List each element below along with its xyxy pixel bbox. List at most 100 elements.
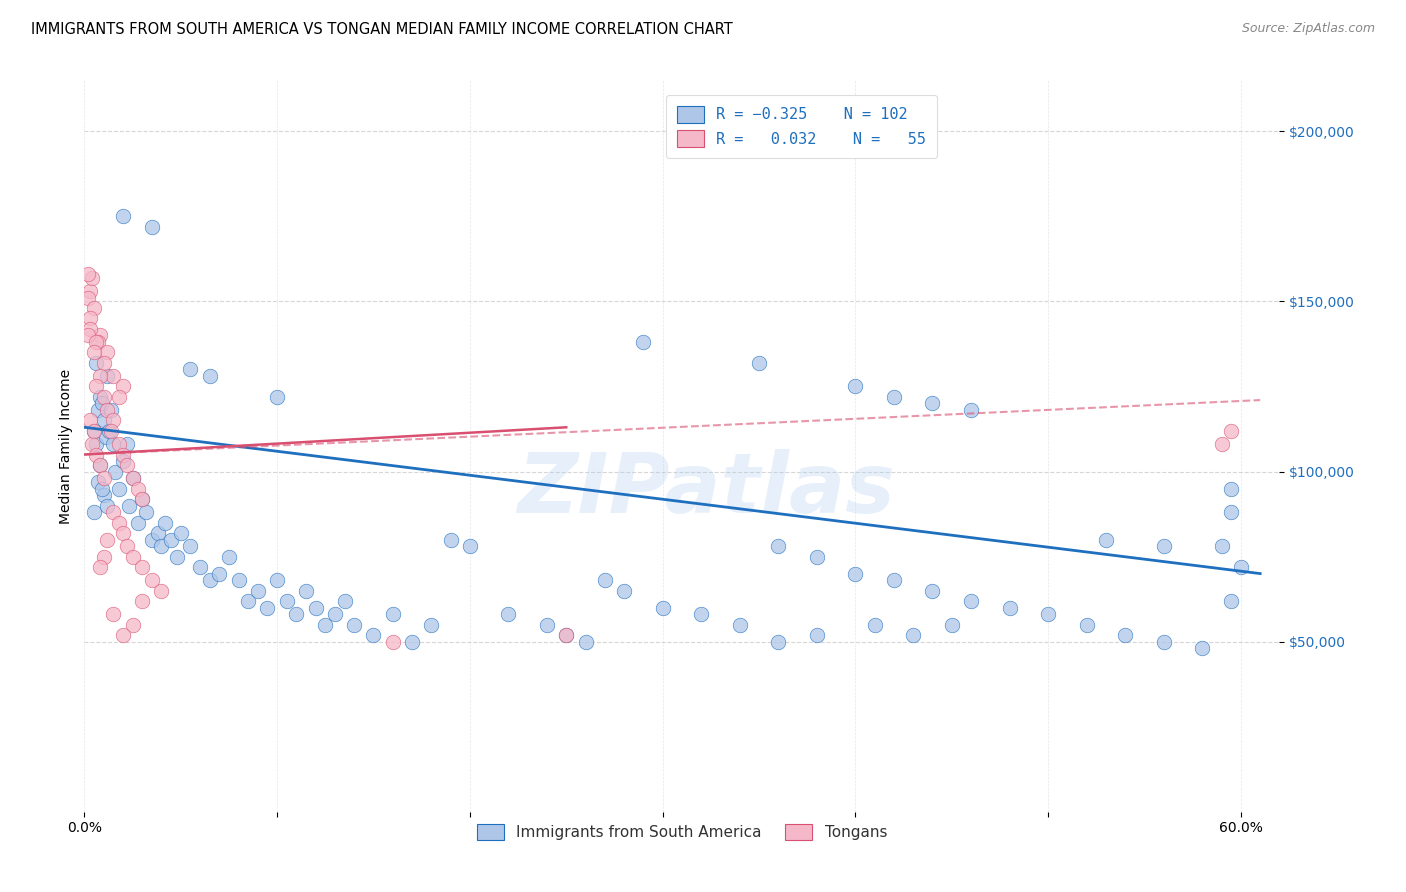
Point bbox=[998, 600, 1021, 615]
Point bbox=[593, 574, 616, 588]
Point bbox=[111, 454, 134, 468]
Point bbox=[314, 617, 336, 632]
Point bbox=[80, 270, 103, 285]
Point bbox=[363, 628, 385, 642]
Point bbox=[166, 549, 188, 564]
Point bbox=[420, 617, 443, 632]
Point bbox=[89, 369, 111, 384]
Point bbox=[98, 424, 121, 438]
Point bbox=[83, 345, 105, 359]
Point bbox=[883, 390, 905, 404]
Point bbox=[141, 574, 163, 588]
Text: Source: ZipAtlas.com: Source: ZipAtlas.com bbox=[1241, 22, 1375, 36]
Point bbox=[748, 356, 770, 370]
Point bbox=[93, 488, 115, 502]
Point bbox=[87, 335, 110, 350]
Point bbox=[536, 617, 558, 632]
Point bbox=[323, 607, 346, 622]
Point bbox=[96, 403, 118, 417]
Point bbox=[903, 628, 925, 642]
Point bbox=[111, 525, 134, 540]
Point bbox=[84, 335, 107, 350]
Point bbox=[111, 379, 134, 393]
Point bbox=[108, 437, 131, 451]
Point bbox=[84, 379, 107, 393]
Point bbox=[266, 390, 288, 404]
Point bbox=[228, 574, 250, 588]
Point bbox=[960, 403, 983, 417]
Point bbox=[103, 607, 125, 622]
Point bbox=[103, 437, 125, 451]
Point bbox=[100, 403, 122, 417]
Point bbox=[1211, 540, 1233, 554]
Point bbox=[131, 559, 153, 574]
Point bbox=[381, 634, 404, 648]
Point bbox=[863, 617, 886, 632]
Point bbox=[1230, 559, 1253, 574]
Point bbox=[1220, 505, 1243, 519]
Point bbox=[613, 583, 636, 598]
Point bbox=[93, 471, 115, 485]
Point bbox=[439, 533, 461, 547]
Text: IMMIGRANTS FROM SOUTH AMERICA VS TONGAN MEDIAN FAMILY INCOME CORRELATION CHART: IMMIGRANTS FROM SOUTH AMERICA VS TONGAN … bbox=[31, 22, 733, 37]
Point bbox=[127, 516, 149, 530]
Point bbox=[844, 379, 866, 393]
Point bbox=[104, 465, 127, 479]
Point bbox=[96, 369, 118, 384]
Point bbox=[198, 369, 221, 384]
Point bbox=[96, 345, 118, 359]
Point bbox=[121, 471, 143, 485]
Point bbox=[343, 617, 366, 632]
Point bbox=[108, 482, 131, 496]
Point bbox=[93, 356, 115, 370]
Point bbox=[121, 471, 143, 485]
Point bbox=[77, 267, 100, 281]
Point bbox=[806, 628, 828, 642]
Point bbox=[1036, 607, 1059, 622]
Point bbox=[89, 328, 111, 343]
Point bbox=[108, 516, 131, 530]
Point bbox=[96, 499, 118, 513]
Point bbox=[728, 617, 751, 632]
Point bbox=[100, 424, 122, 438]
Point bbox=[127, 482, 149, 496]
Point bbox=[179, 362, 201, 376]
Point bbox=[1095, 533, 1118, 547]
Point bbox=[93, 390, 115, 404]
Point bbox=[1153, 634, 1175, 648]
Point bbox=[79, 321, 101, 335]
Point bbox=[115, 540, 138, 554]
Point bbox=[94, 430, 117, 444]
Point bbox=[768, 634, 790, 648]
Point bbox=[768, 540, 790, 554]
Point bbox=[111, 628, 134, 642]
Point bbox=[170, 525, 193, 540]
Point bbox=[188, 559, 211, 574]
Point bbox=[960, 594, 983, 608]
Point bbox=[131, 594, 153, 608]
Point bbox=[79, 413, 101, 427]
Point bbox=[401, 634, 423, 648]
Point bbox=[141, 219, 163, 234]
Point bbox=[1076, 617, 1098, 632]
Point bbox=[555, 628, 578, 642]
Point bbox=[87, 403, 110, 417]
Point bbox=[135, 505, 157, 519]
Point bbox=[103, 505, 125, 519]
Point bbox=[89, 559, 111, 574]
Point bbox=[574, 634, 596, 648]
Point bbox=[921, 583, 943, 598]
Point bbox=[93, 413, 115, 427]
Point bbox=[84, 448, 107, 462]
Point bbox=[87, 475, 110, 489]
Point bbox=[238, 594, 260, 608]
Point bbox=[690, 607, 713, 622]
Point bbox=[77, 291, 100, 305]
Point bbox=[89, 458, 111, 472]
Point bbox=[883, 574, 905, 588]
Point bbox=[333, 594, 356, 608]
Point bbox=[121, 617, 143, 632]
Text: ZIPatlas: ZIPatlas bbox=[517, 450, 894, 531]
Point bbox=[651, 600, 673, 615]
Point bbox=[84, 356, 107, 370]
